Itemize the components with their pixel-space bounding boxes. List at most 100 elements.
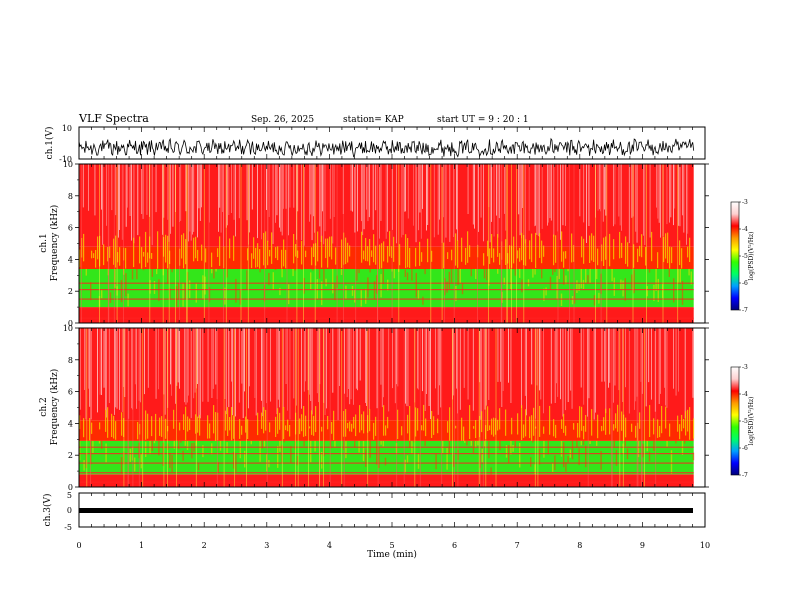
ch2-spectrogram-edge-flicker <box>207 415 209 439</box>
ch1-spectrogram-speckle-column <box>101 164 102 210</box>
ch2-spectrogram-edge-flicker <box>665 406 667 429</box>
ch2-spectrogram-band-texture <box>477 440 479 446</box>
ch2-spectrogram-speckle-column <box>140 328 141 403</box>
ch1-spectrogram-edge-flicker <box>247 248 249 261</box>
ch2-spectrogram-edge-flicker <box>359 405 361 433</box>
ch2-spectrogram-speckle-column <box>175 328 176 404</box>
ch1-spectrogram-ytick-label: 10 <box>63 160 73 169</box>
ch1-spectrogram-edge-flicker <box>539 233 541 258</box>
ch2-spectrogram-sferic <box>308 328 309 487</box>
ch2-spectrogram-edge-flicker <box>401 426 403 436</box>
ch2-spectrogram-edge-flicker <box>233 415 235 439</box>
ch1-spectrogram-speckle-column <box>261 164 262 240</box>
ch2-spectrogram-speckle-column <box>326 328 327 409</box>
ch2-spectrogram-band-texture <box>378 446 380 468</box>
ch2-spectrogram-speckle-column <box>654 328 656 412</box>
ch2-spectrogram-speckle-column <box>99 328 101 395</box>
ch1-waveform-panel: 10 -10 ch.1(V) <box>44 124 706 164</box>
ch2-spectrogram-edge-flicker <box>523 424 525 438</box>
ch1-spectrogram-band-texture <box>446 281 448 293</box>
ch1-spectrogram-sferic <box>149 164 151 323</box>
ch2-spectrogram-band-texture <box>244 450 246 468</box>
ch1-spectrogram-speckle-column <box>600 164 601 212</box>
ch2-spectrogram-speckle-column <box>488 328 490 400</box>
ch2-spectrogram-band-texture <box>684 440 686 444</box>
ch2-spectrogram-sferic <box>619 328 621 487</box>
ch1-spectrogram-edge-flicker <box>361 231 363 263</box>
ch2-spectrogram-edge-flicker <box>407 414 409 434</box>
ch1-spectrogram-speckle-column <box>131 164 132 241</box>
ch1-spectrogram-edge-flicker <box>591 233 593 261</box>
ch1-spectrogram-band-texture <box>424 268 426 275</box>
ch1-spectrogram-edge-flicker <box>347 242 349 263</box>
ch2-spectrogram-edge-flicker <box>349 421 351 432</box>
ch2-spectrogram-speckle-column <box>350 328 352 400</box>
ch2-spectrogram-speckle-column <box>380 328 382 385</box>
ch2-spectrogram-speckle-column <box>613 328 614 403</box>
ch1-spectrogram-speckle-column <box>297 164 299 212</box>
ch2-spectrogram-speckle-column <box>84 328 85 390</box>
ch2-spectrogram-edge-flicker <box>351 423 353 432</box>
ch2-spectrogram-speckle-column <box>479 328 481 383</box>
ch2-spectrogram-speckle-column <box>128 328 130 419</box>
ch2-spectrogram-sferic <box>457 328 459 487</box>
ch1-spectrogram-edge-flicker <box>367 246 369 262</box>
ch1-spectrogram-edge-flicker <box>605 236 607 260</box>
ch2-spectrogram-speckle-column <box>179 328 180 389</box>
ch2-spectrogram-edge-flicker <box>229 417 231 431</box>
ch1-spectrogram-speckle-column <box>427 164 429 225</box>
ch1-spectrogram-speckle-column <box>535 164 536 226</box>
ch2-spectrogram-speckle-column <box>588 328 590 399</box>
ch1-spectrogram-band-texture <box>677 268 679 283</box>
ch1-spectrogram-band-texture <box>387 279 389 291</box>
ch1-spectrogram-speckle-column <box>472 164 474 225</box>
ch2-spectrogram-edge-flicker <box>479 416 481 438</box>
ch1-spectrogram-band-texture <box>486 268 488 281</box>
ch1-spectrogram-sferic <box>223 164 224 323</box>
ch2-spectrogram-band-texture <box>217 462 219 474</box>
ch1-spectrogram-speckle-column <box>102 164 104 245</box>
ch1-spectrogram-speckle-column <box>489 164 491 243</box>
ch2-spectrogram-edge-flicker <box>279 412 281 430</box>
ch2-spectrogram-band-texture <box>560 440 563 457</box>
ch1-spectrogram-edge-flicker <box>193 237 195 262</box>
ch1-spectrogram-edge-flicker <box>497 234 499 257</box>
ch1-spectrogram-band-texture <box>563 268 565 285</box>
ch1-spectrogram-edge-flicker <box>519 247 521 262</box>
ch2-spectrogram-edge-flicker <box>533 407 535 436</box>
ch1-spectrogram-band-texture <box>90 282 92 301</box>
ch1-spectrogram-edge-flicker <box>393 236 395 262</box>
ch1-spectrogram-speckle-column <box>678 164 679 226</box>
ch2-spectrogram-edge-flicker <box>227 407 229 436</box>
ch2-spectrogram-edge-flicker <box>635 425 637 438</box>
ch2-spectrogram-band-texture <box>277 445 279 468</box>
ch1-spectrogram-edge-flicker <box>301 240 303 265</box>
ch1-spectrogram-edge-flicker <box>331 236 333 260</box>
ch1-spectrogram-edge-flicker <box>679 240 681 266</box>
ch1-spectrogram-edge-flicker <box>455 233 457 266</box>
ch1-spectrogram-speckle-column <box>293 164 295 208</box>
ch1-spectrogram-edge-flicker <box>529 240 531 260</box>
ch2-spectrogram-edge-flicker <box>159 417 161 436</box>
ch2-spectrogram-band-texture <box>596 440 598 446</box>
ch2-spectrogram-band-texture <box>173 440 175 449</box>
ch1-spectrogram-edge-flicker <box>415 247 417 267</box>
ch1-spectrogram-band-texture <box>153 281 156 294</box>
ch2-spectrogram-edge-flicker <box>577 423 579 438</box>
ch2-spectrogram-ytick-label: 6 <box>68 388 73 397</box>
ch1-spectrogram-edge-flicker <box>687 246 689 258</box>
ch2-spectrogram-edge-flicker <box>347 423 349 429</box>
ch1-spectrogram-edge-flicker <box>197 249 199 262</box>
ch1-spectrogram-edge-flicker <box>141 247 143 269</box>
ch2-spectrogram-band-texture <box>615 450 618 466</box>
ch1-spectrogram-edge-flicker <box>665 233 667 259</box>
ch1-spectrogram-narrowband-line-3 <box>79 289 694 291</box>
ch1-spectrogram-speckle-column <box>379 164 380 239</box>
ch2-spectrogram-edge-flicker <box>373 422 375 440</box>
ch2-spectrogram-speckle-column <box>500 328 501 382</box>
ch1-spectrogram-edge-flicker <box>601 244 603 262</box>
ch1-spectrogram-speckle-column <box>449 164 451 242</box>
ch1-spectrogram-edge-flicker <box>409 247 411 268</box>
ch1-spectrogram-edge-flicker <box>327 238 329 268</box>
ch1-spectrogram-band-texture <box>127 293 129 307</box>
